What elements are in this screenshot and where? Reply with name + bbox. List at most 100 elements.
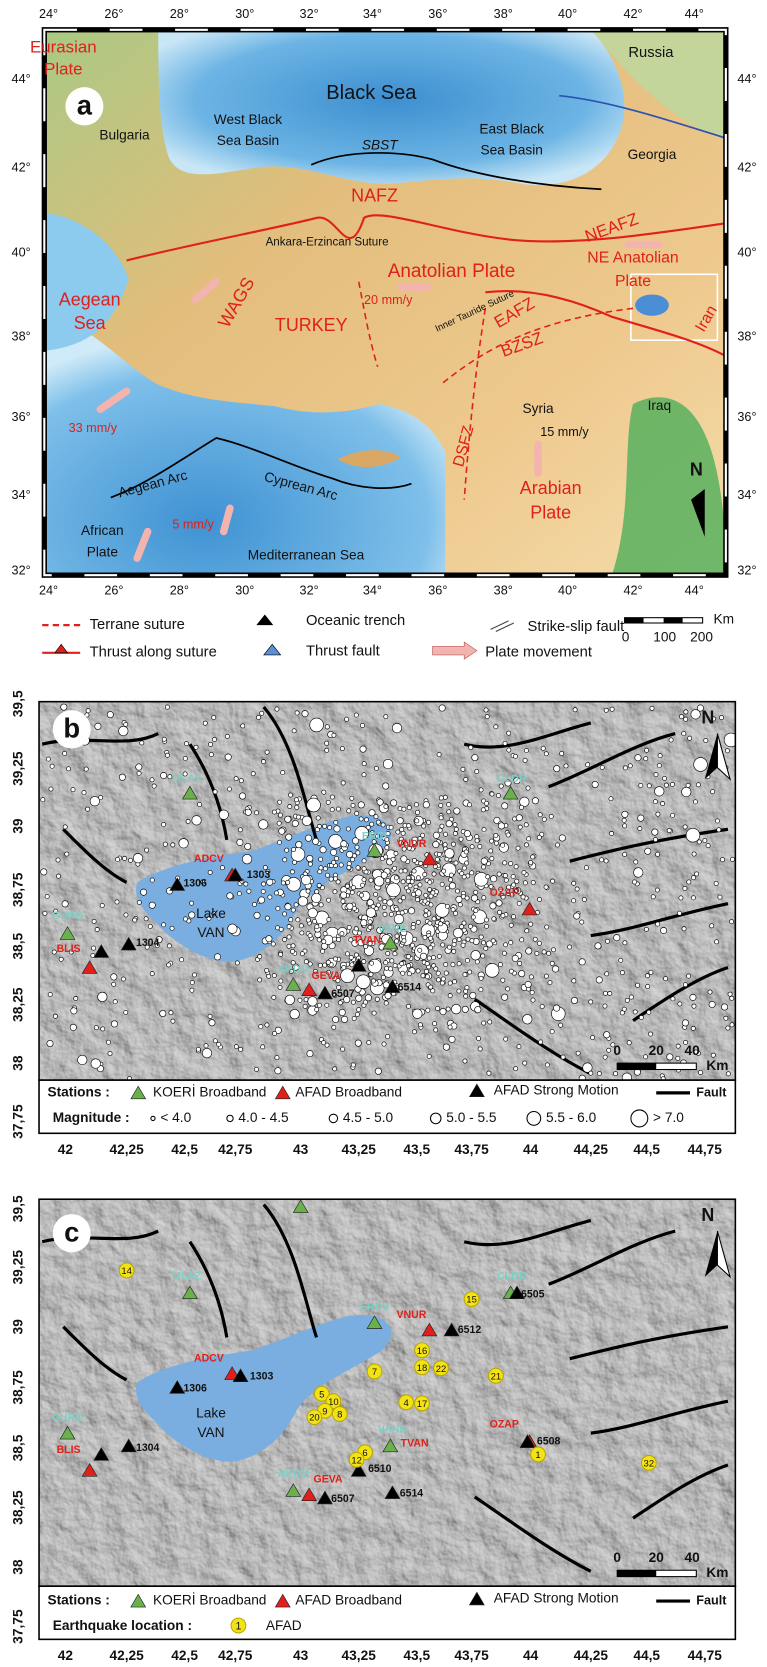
earthquake	[301, 815, 312, 826]
map-label: Sea Basin	[480, 143, 542, 158]
earthquake	[250, 771, 256, 777]
earthquake-label: 32	[644, 1458, 655, 1469]
earthquake	[440, 976, 446, 982]
y-tick-label: 34°	[737, 488, 756, 502]
x-tick-label: 32°	[300, 583, 319, 597]
earthquake	[635, 982, 640, 988]
earthquake	[202, 720, 208, 726]
earthquake	[444, 848, 455, 859]
earthquake	[360, 919, 368, 927]
earthquake	[464, 860, 470, 866]
earthquake	[570, 997, 578, 1005]
earthquake	[473, 889, 479, 895]
earthquake	[246, 888, 252, 894]
fault	[569, 1325, 729, 1361]
earthquake	[646, 1009, 652, 1015]
earthquake	[368, 809, 376, 817]
earthquake	[514, 878, 520, 884]
station	[169, 1380, 186, 1394]
earthquake	[552, 965, 560, 973]
earthquake	[607, 991, 613, 996]
earthquake-location	[414, 1359, 430, 1376]
earthquake	[170, 1018, 176, 1024]
earthquake	[290, 869, 295, 875]
earthquake	[324, 747, 330, 753]
earthquake	[703, 738, 709, 743]
earthquake	[118, 773, 126, 781]
earthquake	[390, 856, 396, 862]
earthquake	[730, 856, 735, 862]
x-tick-label: 42,25	[109, 1648, 144, 1663]
earthquake	[278, 978, 284, 984]
earthquake	[112, 999, 118, 1005]
earthquake	[513, 1066, 519, 1072]
earthquake-location	[398, 1394, 415, 1411]
earthquake	[427, 920, 433, 926]
map-label: 20 mm/y	[364, 293, 413, 307]
earthquake	[634, 754, 642, 762]
earthquake	[444, 903, 450, 909]
earthquake	[710, 789, 716, 795]
earthquake	[240, 723, 246, 729]
earthquake	[340, 840, 348, 848]
earthquake	[312, 918, 318, 924]
earthquake	[393, 850, 399, 856]
earthquake	[461, 1005, 469, 1013]
earthquake-label: 15	[466, 1295, 477, 1306]
earthquake	[274, 1026, 282, 1034]
station	[274, 1085, 291, 1100]
earthquake	[320, 948, 326, 954]
earthquake	[294, 710, 300, 716]
y-tick-label: 38°	[737, 329, 756, 343]
earthquake	[300, 874, 312, 886]
earthquake	[366, 899, 374, 907]
earthquake	[599, 765, 605, 770]
station-label: 6512	[458, 1324, 482, 1336]
earthquake	[184, 741, 189, 747]
earthquake	[721, 1003, 729, 1011]
y-tick-label: 44°	[12, 72, 31, 86]
lake-label: VAN	[197, 925, 224, 940]
earthquake	[244, 808, 252, 816]
earthquake	[278, 827, 286, 835]
earthquake	[449, 882, 456, 890]
earthquake	[307, 933, 313, 939]
earthquake	[702, 838, 708, 843]
earthquake	[526, 836, 532, 842]
earthquake	[427, 879, 433, 885]
earthquake	[261, 759, 266, 765]
x-tick-label: 43,25	[342, 1648, 377, 1663]
earthquake	[357, 801, 365, 809]
earthquake	[468, 745, 474, 750]
station	[384, 979, 401, 993]
earthquake	[140, 888, 148, 896]
x-tick-label: 43,75	[454, 1648, 489, 1663]
earthquake	[361, 877, 367, 883]
station	[59, 1425, 76, 1440]
earthquake	[464, 957, 470, 963]
earthquake	[613, 934, 621, 942]
earthquake	[299, 930, 305, 936]
earthquake	[296, 814, 301, 820]
x-tick-label: 43,5	[403, 1648, 430, 1663]
earthquake	[590, 1035, 596, 1040]
earthquake	[406, 823, 412, 829]
earthquake	[550, 878, 556, 884]
station-label: GURO	[52, 1412, 84, 1424]
earthquake	[480, 807, 486, 813]
earthquake	[336, 937, 341, 943]
earthquake	[428, 945, 434, 951]
earthquake	[573, 912, 581, 920]
earthquake	[159, 1009, 167, 1017]
earthquake	[430, 890, 436, 896]
earthquake	[384, 992, 392, 1000]
earthquake	[382, 782, 390, 790]
earthquake	[291, 847, 297, 852]
earthquake	[524, 928, 530, 934]
earthquake	[123, 721, 129, 727]
earthquake	[619, 970, 625, 976]
earthquake	[410, 925, 416, 930]
earthquake	[689, 993, 697, 1001]
earthquake	[461, 874, 467, 880]
earthquake	[68, 949, 74, 955]
